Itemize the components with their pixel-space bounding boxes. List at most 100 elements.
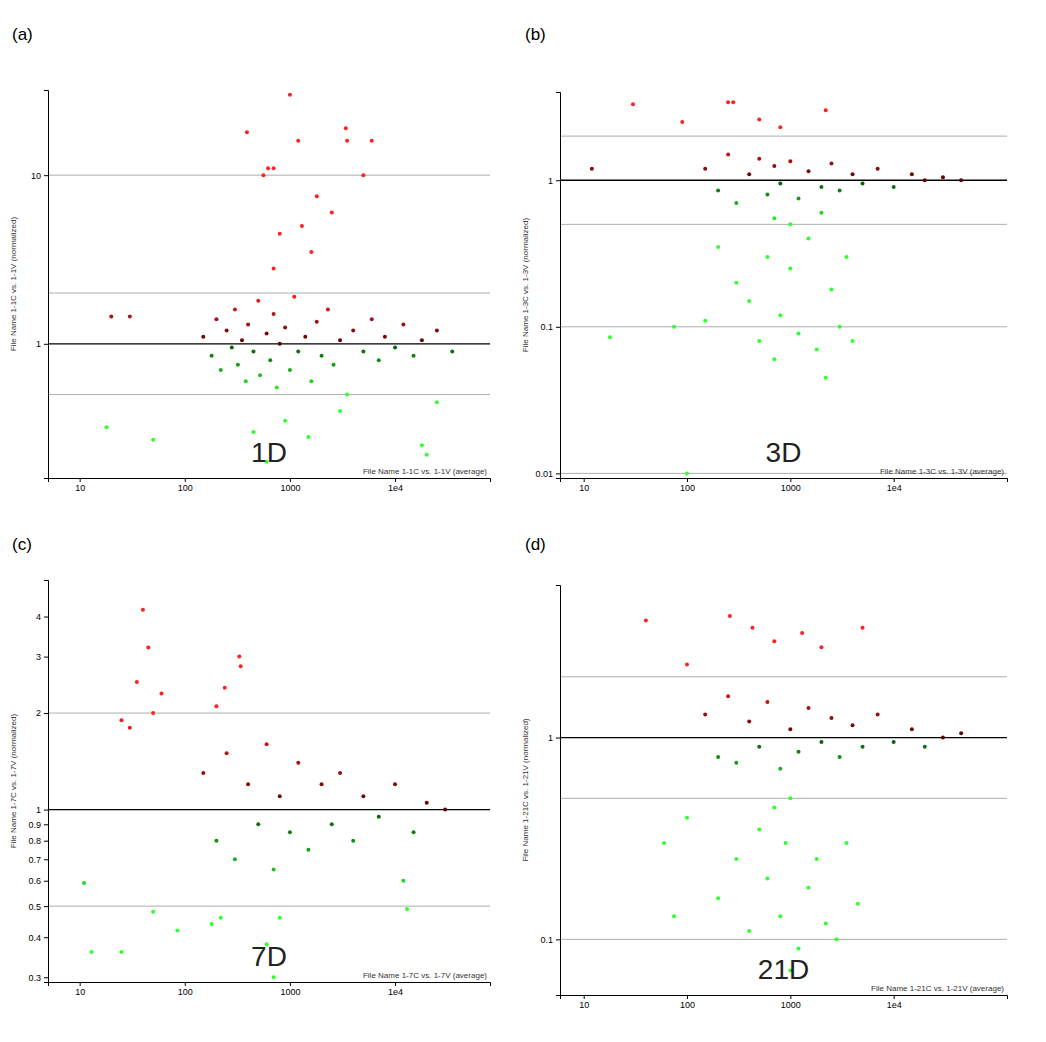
x-tick: 1e4 (388, 478, 403, 493)
data-point (845, 841, 849, 845)
data-point (412, 830, 416, 834)
y-tick-mark (44, 824, 48, 825)
x-axis-line (561, 996, 1008, 1000)
annotation: 1D (251, 437, 287, 468)
data-point (345, 393, 349, 397)
x-tick-label: 1000 (280, 987, 300, 997)
x-tick-mark (790, 478, 791, 482)
data-point (230, 346, 234, 350)
data-point (685, 663, 689, 667)
x-axis-line (49, 983, 491, 987)
x-tick-mark (290, 982, 291, 986)
x-axis: 1010010001e4 (49, 478, 491, 493)
data-point (320, 354, 324, 358)
x-tick: 1e4 (887, 995, 902, 1010)
data-point (412, 354, 416, 358)
data-point (292, 295, 296, 299)
data-point (303, 335, 307, 339)
data-point (807, 886, 811, 890)
data-point (420, 443, 424, 447)
reference-line (560, 939, 1007, 940)
x-axis: 1010010001e4 (49, 982, 491, 997)
x-tick: 100 (680, 478, 695, 493)
reference-line (560, 676, 1007, 677)
x-tick-mark (290, 478, 291, 482)
x-tick-label: 100 (680, 483, 695, 493)
data-point (910, 172, 914, 176)
data-point (261, 173, 265, 177)
data-point (266, 166, 270, 170)
data-point (272, 312, 276, 316)
x-tick-mark (894, 995, 895, 999)
data-point (800, 631, 804, 635)
data-point (807, 706, 811, 710)
y-tick: 0.4 (28, 933, 48, 943)
reference-line (48, 906, 490, 907)
data-point (747, 929, 751, 933)
data-point (851, 172, 855, 176)
x-axis-line (49, 479, 491, 483)
y-tick-mark (556, 327, 560, 328)
x-tick-label: 100 (680, 1000, 695, 1010)
data-point (716, 755, 720, 759)
data-point (819, 185, 823, 189)
data-point (256, 822, 260, 826)
data-point (425, 801, 429, 805)
y-tick: 0.8 (28, 836, 48, 846)
data-point (815, 857, 819, 861)
y-tick-label: 1 (548, 176, 553, 186)
data-point (788, 727, 792, 731)
data-point (734, 761, 738, 765)
data-point (344, 126, 348, 130)
data-point (959, 178, 963, 182)
x-tick-label: 1000 (781, 483, 801, 493)
plot-area (560, 614, 1007, 973)
x-tick: 100 (680, 995, 695, 1010)
data-point (797, 947, 801, 951)
data-point (233, 857, 237, 861)
data-point (219, 368, 223, 372)
data-point (778, 125, 782, 129)
data-point (338, 409, 342, 413)
data-point (393, 782, 397, 786)
data-point (119, 950, 123, 954)
data-point (338, 771, 342, 775)
data-point (223, 686, 227, 690)
x-tick-label: 10 (579, 483, 589, 493)
data-point (288, 368, 292, 372)
data-point (797, 197, 801, 201)
x-tick: 10 (579, 478, 589, 493)
y-tick-mark (44, 881, 48, 882)
data-point (726, 694, 730, 698)
data-point (288, 830, 292, 834)
data-point (772, 216, 776, 220)
data-point (838, 189, 842, 193)
data-point (201, 335, 205, 339)
reference-line (560, 136, 1007, 137)
data-point (608, 335, 612, 339)
y-tick-mark (556, 180, 560, 181)
data-point (128, 315, 132, 319)
data-point (819, 211, 823, 215)
data-point (772, 164, 776, 168)
x-tick-label: 100 (178, 987, 193, 997)
data-point (351, 839, 355, 843)
y-tick-label: 0.01 (535, 469, 553, 479)
data-point (819, 740, 823, 744)
data-point (214, 704, 218, 708)
x-tick-mark (185, 478, 186, 482)
y-tick-label: 0.3 (28, 973, 41, 983)
x-tick-mark (894, 478, 895, 482)
panel: (d)1010010001e40.11File Name 1-21C vs. 1… (521, 535, 1008, 1010)
plot-area (48, 608, 490, 980)
x-tick-label: 1e4 (887, 1000, 902, 1010)
x-axis-title: File Name 1-3C vs. 1-3V (average) (880, 467, 1004, 476)
data-point (258, 373, 262, 377)
data-point (731, 100, 735, 104)
data-point (856, 902, 860, 906)
y-tick: 3 (36, 652, 48, 662)
y-tick-mark (556, 939, 560, 940)
annotation: 7D (251, 941, 287, 972)
y-axis-title: File Name 1-21C vs. 1-21V (normalized) (521, 718, 530, 861)
y-tick-label: 0.9 (28, 820, 41, 830)
